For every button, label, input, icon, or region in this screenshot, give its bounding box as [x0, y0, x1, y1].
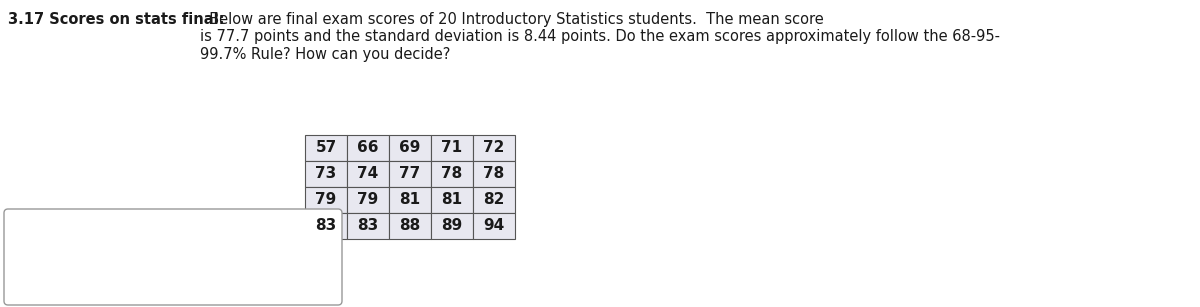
- FancyBboxPatch shape: [473, 161, 515, 187]
- FancyBboxPatch shape: [389, 161, 431, 187]
- Text: 83: 83: [358, 219, 379, 234]
- FancyBboxPatch shape: [305, 213, 347, 239]
- Text: 73: 73: [316, 166, 337, 181]
- FancyBboxPatch shape: [4, 209, 342, 305]
- Text: 89: 89: [442, 219, 463, 234]
- FancyBboxPatch shape: [347, 187, 389, 213]
- Text: 88: 88: [400, 219, 421, 234]
- Text: 78: 78: [484, 166, 505, 181]
- FancyBboxPatch shape: [305, 135, 347, 161]
- FancyBboxPatch shape: [431, 161, 473, 187]
- FancyBboxPatch shape: [431, 135, 473, 161]
- FancyBboxPatch shape: [305, 187, 347, 213]
- Text: 69: 69: [400, 141, 421, 156]
- Text: 74: 74: [358, 166, 379, 181]
- FancyBboxPatch shape: [473, 187, 515, 213]
- FancyBboxPatch shape: [347, 135, 389, 161]
- Text: 77: 77: [400, 166, 421, 181]
- Text: 3.17 Scores on stats final:: 3.17 Scores on stats final:: [8, 12, 224, 27]
- Text: 83: 83: [316, 219, 337, 234]
- FancyBboxPatch shape: [473, 213, 515, 239]
- FancyBboxPatch shape: [389, 135, 431, 161]
- Text: 71: 71: [442, 141, 462, 156]
- FancyBboxPatch shape: [431, 213, 473, 239]
- FancyBboxPatch shape: [473, 135, 515, 161]
- Text: 81: 81: [442, 192, 462, 208]
- Text: 82: 82: [484, 192, 505, 208]
- Text: 66: 66: [358, 141, 379, 156]
- Text: Below are final exam scores of 20 Introductory Statistics students.  The mean sc: Below are final exam scores of 20 Introd…: [199, 12, 1000, 62]
- Text: 79: 79: [316, 192, 337, 208]
- Text: 57: 57: [316, 141, 337, 156]
- FancyBboxPatch shape: [347, 161, 389, 187]
- Text: 78: 78: [442, 166, 463, 181]
- Text: 81: 81: [400, 192, 420, 208]
- FancyBboxPatch shape: [347, 213, 389, 239]
- Text: 79: 79: [358, 192, 379, 208]
- FancyBboxPatch shape: [389, 187, 431, 213]
- FancyBboxPatch shape: [431, 187, 473, 213]
- FancyBboxPatch shape: [389, 213, 431, 239]
- Text: 72: 72: [484, 141, 505, 156]
- Text: 94: 94: [484, 219, 505, 234]
- FancyBboxPatch shape: [305, 161, 347, 187]
